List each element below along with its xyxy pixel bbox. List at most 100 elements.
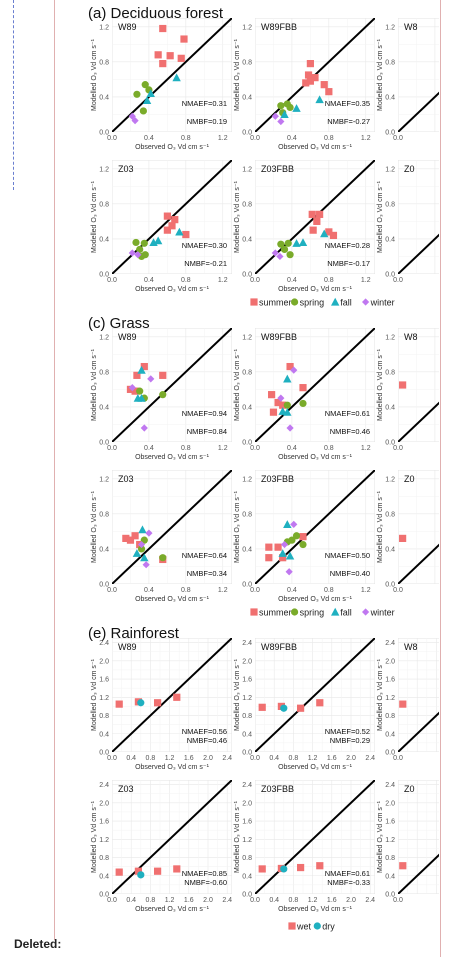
panel-c-z03fbb: Z03FBB NMAEF=0.50 NMBF=0.40 0.0 0.4 0.8 1.2 0.0… bbox=[234, 470, 375, 603]
legend-label-summer: summer bbox=[259, 608, 292, 618]
panel-title: Z0 bbox=[404, 164, 415, 174]
data-point-summer bbox=[265, 543, 273, 551]
y-axis-label: Modelled O₃ Vd cm s⁻¹ bbox=[91, 38, 98, 111]
x-tick-label: 0.0 bbox=[107, 135, 117, 142]
panel-title: Z03 bbox=[118, 784, 134, 794]
plot-area: W8 bbox=[398, 18, 439, 132]
panel-a-z03: Z03 NMAEF=0.30 NMBF=-0.21 0.0 0.4 0.8 1.2 0.0 0.… bbox=[91, 160, 232, 293]
y-tick-label: 0.8 bbox=[242, 201, 252, 208]
plot-area: Z03 NMAEF=0.64 NMBF=0.34 bbox=[112, 470, 232, 584]
x-tick-label: 0.0 bbox=[107, 445, 117, 452]
page-right-border bbox=[440, 0, 441, 957]
y-tick-label: 0.4 bbox=[385, 236, 395, 243]
data-point-spring bbox=[299, 540, 307, 549]
panel-title: Z0 bbox=[404, 784, 415, 794]
panel-title: W89FBB bbox=[261, 332, 297, 342]
y-axis-label: Modelled O₃ Vd cm s⁻¹ bbox=[234, 348, 241, 421]
y-tick-label: 1.2 bbox=[385, 24, 395, 31]
data-point-fall bbox=[140, 553, 149, 562]
x-tick-label: 0.8 bbox=[181, 277, 191, 284]
data-point-spring bbox=[141, 81, 149, 89]
y-tick-label: 1.2 bbox=[99, 24, 109, 31]
section-title-e: (e) Rainforest bbox=[88, 625, 180, 642]
nmaef-label: NMAEF=0.61 bbox=[325, 869, 370, 878]
data-point-spring bbox=[277, 240, 285, 248]
panel-a-z0: Z0 0.0 0.4 0.8 1.2 0.0 Modelled O₃ Vd cm s⁻¹ bbox=[377, 160, 439, 284]
data-point-spring bbox=[286, 251, 294, 259]
legend-key-winter bbox=[362, 608, 370, 616]
nmbf-label: NMBF=0.34 bbox=[187, 569, 227, 578]
data-point-summer bbox=[269, 408, 278, 416]
y-axis-label: Modelled O₃ Vd cm s⁻¹ bbox=[91, 490, 98, 563]
x-tick-label: 0.8 bbox=[181, 587, 191, 594]
panel-title: W89 bbox=[118, 22, 137, 32]
x-tick-label: 0.4 bbox=[144, 277, 154, 284]
y-tick-label: 0.8 bbox=[242, 59, 252, 66]
data-point-wet bbox=[399, 700, 407, 708]
y-tick-label: 1.2 bbox=[99, 476, 109, 483]
y-tick-label: 0.8 bbox=[242, 713, 252, 720]
data-point-fall bbox=[278, 549, 287, 557]
section-title-a: (a) Deciduous forest bbox=[88, 5, 224, 22]
x-tick-label: 0.4 bbox=[269, 755, 279, 762]
x-axis-label: Observed O₃ Vd cm s⁻¹ bbox=[278, 144, 353, 151]
data-point-wet bbox=[134, 867, 142, 875]
plot-area: Z03 NMAEF=0.30 NMBF=-0.21 bbox=[112, 160, 232, 274]
y-tick-label: 1.6 bbox=[242, 677, 252, 684]
x-tick-label: 0.0 bbox=[393, 897, 403, 904]
x-tick-label: 0.4 bbox=[144, 135, 154, 142]
y-tick-label: 2.4 bbox=[99, 640, 109, 647]
y-tick-label: 0.8 bbox=[385, 855, 395, 862]
deleted-label: Deleted: bbox=[14, 937, 62, 951]
data-point-summer bbox=[171, 216, 179, 224]
plot-area: Z03FBB NMAEF=0.50 NMBF=0.40 bbox=[255, 470, 375, 584]
data-point-fall bbox=[283, 520, 292, 528]
data-point-summer bbox=[182, 230, 190, 239]
legend-key-dry bbox=[313, 922, 321, 930]
data-point-fall bbox=[320, 229, 329, 238]
data-point-spring bbox=[284, 239, 292, 247]
nmaef-label: NMAEF=0.64 bbox=[182, 551, 227, 560]
y-axis-label: Modelled O₃ Vd cm s⁻¹ bbox=[91, 180, 98, 253]
one-to-one-line bbox=[398, 91, 439, 132]
x-tick-label: 0.8 bbox=[146, 897, 156, 904]
nmbf-label: NMBF=-0.33 bbox=[327, 878, 370, 887]
x-tick-label: 0.8 bbox=[324, 445, 334, 452]
legend-key-fall bbox=[331, 607, 340, 616]
x-axis-label: Observed O₃ Vd cm s⁻¹ bbox=[135, 144, 210, 151]
y-tick-label: 1.2 bbox=[385, 695, 395, 702]
plot-area: W8 bbox=[398, 638, 439, 752]
y-tick-label: 0.4 bbox=[385, 94, 395, 101]
data-point-fall bbox=[137, 365, 146, 374]
panel-c-w89: W89 NMAEF=0.94 NMBF=0.84 0.0 0.4 0.8 1.2 0.0 0.4… bbox=[91, 328, 232, 461]
y-tick-label: 0.4 bbox=[99, 404, 109, 411]
x-tick-label: 0.0 bbox=[250, 587, 260, 594]
y-tick-label: 0.4 bbox=[99, 546, 109, 553]
data-point-wet bbox=[399, 862, 407, 870]
data-point-summer bbox=[306, 77, 314, 85]
x-tick-label: 0.0 bbox=[107, 897, 117, 904]
panel-a-w89fbb: W89FBB NMAEF=0.35 NMBF=-0.27 0.0 0.4 0.8 1.2 0.… bbox=[234, 18, 375, 151]
x-tick-label: 2.0 bbox=[203, 897, 213, 904]
nmbf-label: NMBF=0.46 bbox=[187, 736, 227, 745]
plot-area: W8 bbox=[398, 328, 439, 442]
data-point-summer bbox=[329, 231, 338, 240]
y-tick-label: 0.4 bbox=[242, 404, 252, 411]
legend-label-spring: spring bbox=[300, 298, 325, 308]
x-tick-label: 0.8 bbox=[289, 755, 299, 762]
one-to-one-line bbox=[398, 233, 439, 274]
data-point-summer bbox=[274, 543, 282, 551]
y-axis-label: Modelled O₃ Vd cm s⁻¹ bbox=[377, 490, 384, 563]
y-tick-label: 0.4 bbox=[99, 236, 109, 243]
panel-title: Z03FBB bbox=[261, 164, 294, 174]
data-point-winter bbox=[277, 394, 285, 402]
nmbf-label: NMBF=-0.21 bbox=[184, 259, 227, 268]
x-tick-label: 0.8 bbox=[289, 897, 299, 904]
panel-background bbox=[398, 470, 439, 584]
y-tick-label: 0.8 bbox=[385, 511, 395, 518]
x-tick-label: 2.0 bbox=[346, 897, 356, 904]
x-tick-label: 1.6 bbox=[184, 755, 194, 762]
one-to-one-line bbox=[398, 711, 439, 752]
